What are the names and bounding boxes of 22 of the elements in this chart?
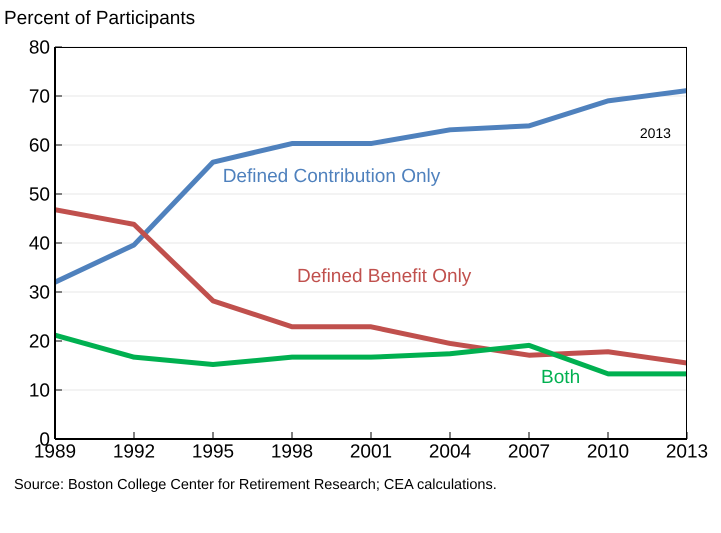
x-tick-label: 2013 — [666, 441, 708, 462]
y-tick-label: 50 — [28, 184, 50, 206]
y-axis-title: Percent of Participants — [4, 8, 196, 30]
y-tick-label: 80 — [28, 38, 50, 59]
x-tick-label: 2010 — [586, 441, 630, 462]
x-tick-label: 2004 — [428, 441, 472, 462]
y-tick-label: 30 — [28, 282, 50, 304]
series-label: Both — [541, 366, 580, 389]
x-tick-label: 1995 — [192, 441, 234, 462]
series-label: Defined Contribution Only — [222, 166, 440, 188]
x-tick-label: 1992 — [112, 441, 156, 462]
y-tick-label: 70 — [28, 86, 50, 108]
y-tick-label: 40 — [28, 234, 50, 255]
text: Defined Benefit Only — [297, 266, 472, 288]
x-tick-label: 2001 — [350, 441, 392, 462]
source-note: Source: Boston College Center for Retirement Research; CEA calculations. — [14, 477, 497, 493]
y-tick-label: 60 — [28, 136, 50, 157]
x-tick-label: 1998 — [270, 441, 314, 462]
y-tick-label: 10 — [28, 380, 50, 402]
annotation: 2013 — [640, 124, 671, 141]
x-tick-label: 2007 — [508, 441, 550, 462]
y-tick-label: 20 — [28, 332, 50, 353]
